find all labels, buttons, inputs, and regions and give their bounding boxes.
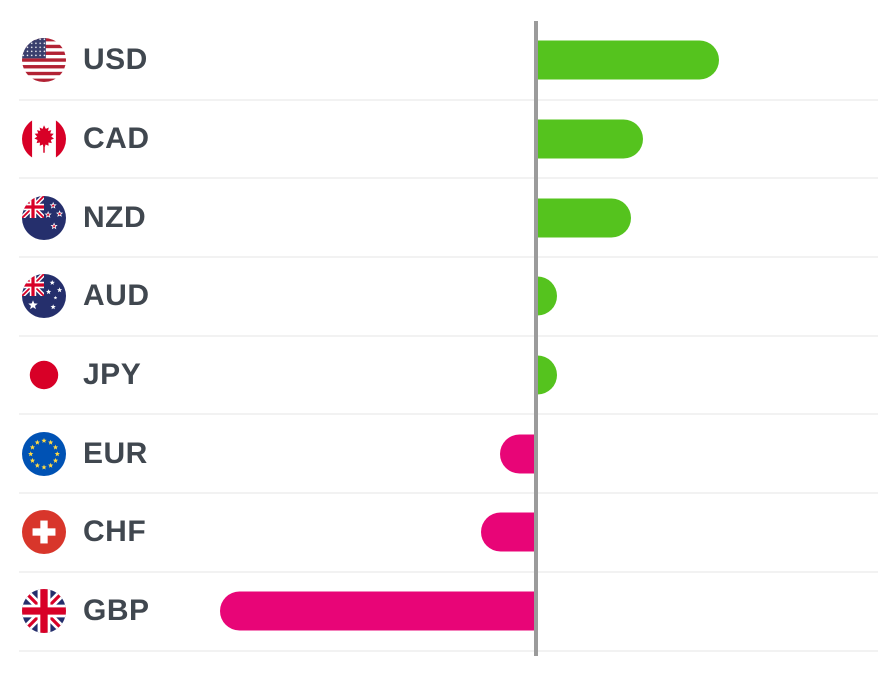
currency-label: CAD [83,122,150,156]
row-cad[interactable]: CAD [19,101,878,180]
eur-flag-icon [22,431,66,476]
aud-flag-icon [22,274,66,319]
gbp-strength-bar [219,591,535,631]
aud-strength-bar [536,276,557,316]
row-nzd[interactable]: NZD [19,179,878,259]
cad-strength-bar [536,119,643,159]
chf-strength-bar [480,512,535,552]
nzd-flag-icon [22,195,66,240]
jpy-flag-icon [22,353,66,398]
row-aud[interactable]: AUD [19,258,878,337]
row-usd[interactable]: USD [19,22,878,101]
usd-flag-icon [22,38,66,83]
currency-label: JPY [83,358,142,392]
eur-strength-bar [499,434,535,474]
currency-label: CHF [83,515,147,549]
row-gbp[interactable]: GBP [19,573,878,652]
row-chf[interactable]: CHF [19,494,878,573]
cad-flag-icon [22,117,66,162]
chf-flag-icon [22,510,66,555]
row-eur[interactable]: EUR [19,415,878,495]
row-jpy[interactable]: JPY [19,337,878,416]
currency-label: USD [83,43,148,77]
currency-label: AUD [83,279,150,313]
currency-label: GBP [83,594,150,628]
zero-axis-line [533,21,538,656]
currency-label: EUR [83,436,148,470]
currency-label: NZD [83,200,147,234]
jpy-strength-bar [536,355,557,395]
currency-rows: USD CAD [19,22,878,652]
nzd-strength-bar [536,198,631,238]
gbp-flag-icon [22,589,66,634]
usd-strength-bar [536,40,719,80]
